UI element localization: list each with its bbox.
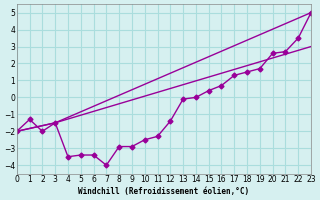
X-axis label: Windchill (Refroidissement éolien,°C): Windchill (Refroidissement éolien,°C) [78,187,250,196]
